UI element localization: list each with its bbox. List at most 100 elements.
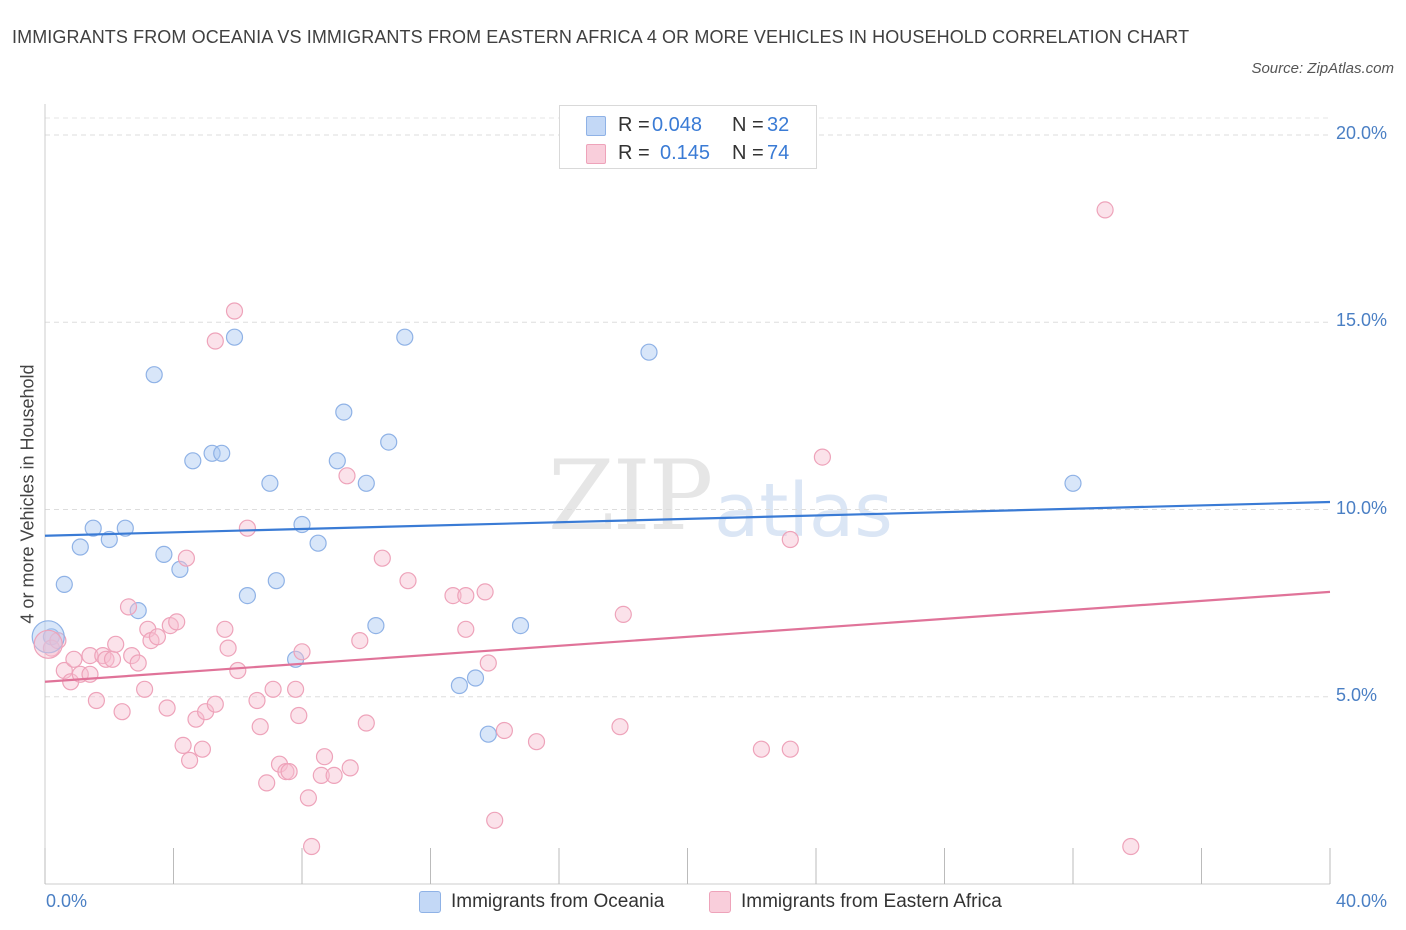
point-oceania — [357, 474, 375, 492]
axes — [44, 104, 1331, 885]
point-oceania — [450, 676, 468, 695]
point-oceania — [145, 366, 163, 384]
y-axis-title: 4 or more Vehicles in Household — [17, 364, 38, 624]
point-eastern-africa — [113, 703, 131, 721]
stats-n-label: N = — [732, 142, 764, 164]
trend-line-eastern-africa — [44, 590, 1331, 683]
point-eastern-africa — [813, 448, 832, 466]
point-eastern-africa — [103, 650, 122, 668]
point-eastern-africa — [312, 766, 330, 785]
stats-n-value: 32 — [767, 114, 790, 136]
point-eastern-africa — [129, 654, 147, 672]
chart-source: Source: ZipAtlas.com — [1251, 60, 1394, 77]
legend-label-oceania: Immigrants from Oceania — [451, 891, 665, 912]
point-eastern-africa — [444, 586, 462, 605]
y-tick-label: 15.0% — [1336, 310, 1388, 331]
point-oceania — [31, 620, 65, 654]
point-eastern-africa — [527, 733, 546, 751]
point-oceania — [511, 616, 530, 635]
point-eastern-africa — [1096, 201, 1114, 219]
point-eastern-africa — [1122, 837, 1140, 856]
legend-label-eastern-africa: Immigrants from Eastern Africa — [741, 891, 1002, 912]
point-eastern-africa — [148, 628, 166, 646]
stats-n-label: N = — [732, 114, 764, 136]
point-eastern-africa — [193, 740, 211, 758]
point-eastern-africa — [457, 620, 475, 638]
chart-title: IMMIGRANTS FROM OCEANIA VS IMMIGRANTS FR… — [12, 27, 1190, 47]
y-tick-label: 20.0% — [1336, 123, 1388, 143]
point-eastern-africa — [781, 530, 799, 549]
stats-r-label: R = — [618, 142, 650, 164]
legend-swatch-eastern-africa — [709, 891, 731, 913]
point-oceania — [1064, 474, 1082, 492]
point-oceania — [466, 669, 485, 687]
x-tick-label-min: 0.0% — [46, 891, 88, 911]
point-eastern-africa — [168, 613, 186, 631]
point-eastern-africa — [315, 748, 334, 766]
point-oceania — [261, 474, 279, 492]
stats-r-value: 0.048 — [652, 114, 703, 136]
point-eastern-africa — [781, 740, 799, 758]
point-oceania — [267, 572, 285, 590]
point-eastern-africa — [338, 467, 356, 485]
point-eastern-africa — [399, 572, 417, 590]
point-eastern-africa — [611, 718, 629, 736]
y-tick-label: 5.0% — [1336, 684, 1378, 705]
point-eastern-africa — [752, 740, 771, 758]
point-oceania — [479, 725, 497, 743]
trend-lines — [44, 500, 1331, 683]
point-oceania — [380, 433, 398, 451]
stats-box: R = 0.048 N = 32 R = 0.145 N = 74 — [559, 105, 817, 169]
point-oceania — [116, 519, 134, 537]
point-oceania — [129, 601, 147, 620]
point-oceania — [396, 328, 414, 346]
point-oceania — [100, 530, 118, 549]
point-eastern-africa — [119, 598, 138, 616]
point-eastern-africa — [258, 774, 276, 792]
point-eastern-africa — [107, 635, 125, 653]
point-eastern-africa — [206, 695, 224, 713]
point-oceania — [328, 452, 346, 470]
data-points — [31, 201, 1140, 856]
point-eastern-africa — [158, 699, 176, 717]
point-eastern-africa — [486, 811, 504, 829]
point-eastern-africa — [87, 691, 106, 710]
point-oceania — [225, 328, 244, 346]
grid-lines — [45, 117, 1330, 698]
point-eastern-africa — [177, 549, 195, 567]
point-eastern-africa — [373, 549, 391, 567]
y-tick-label: 10.0% — [1336, 497, 1388, 518]
watermark-zip: ZIP — [548, 440, 713, 552]
point-oceania — [203, 444, 221, 462]
point-eastern-africa — [216, 620, 234, 638]
point-oceania — [640, 343, 658, 361]
point-eastern-africa — [174, 736, 192, 755]
point-eastern-africa — [299, 789, 317, 807]
point-eastern-africa — [293, 643, 311, 661]
stats-swatch-oceania — [586, 116, 606, 136]
point-eastern-africa — [33, 629, 63, 659]
point-oceania — [335, 403, 353, 421]
point-eastern-africa — [479, 654, 497, 672]
point-eastern-africa — [280, 762, 298, 781]
point-eastern-africa — [264, 680, 282, 698]
point-eastern-africa — [206, 332, 224, 350]
point-eastern-africa — [181, 751, 199, 770]
point-oceania — [367, 616, 385, 635]
watermark-atlas: atlas — [714, 468, 893, 554]
stats-r-value: 0.145 — [660, 142, 711, 164]
point-eastern-africa — [65, 650, 83, 668]
point-oceania — [184, 452, 202, 470]
point-oceania — [55, 575, 73, 594]
stats-n-value: 74 — [767, 142, 790, 164]
point-eastern-africa — [225, 302, 244, 320]
legend: Immigrants from Oceania Immigrants from … — [0, 889, 1406, 915]
point-eastern-africa — [303, 837, 321, 856]
point-eastern-africa — [614, 605, 632, 624]
point-eastern-africa — [81, 646, 99, 665]
x-tick-label-max: 40.0% — [1336, 891, 1388, 911]
point-eastern-africa — [341, 759, 359, 777]
point-eastern-africa — [351, 631, 369, 650]
point-eastern-africa — [248, 691, 266, 710]
